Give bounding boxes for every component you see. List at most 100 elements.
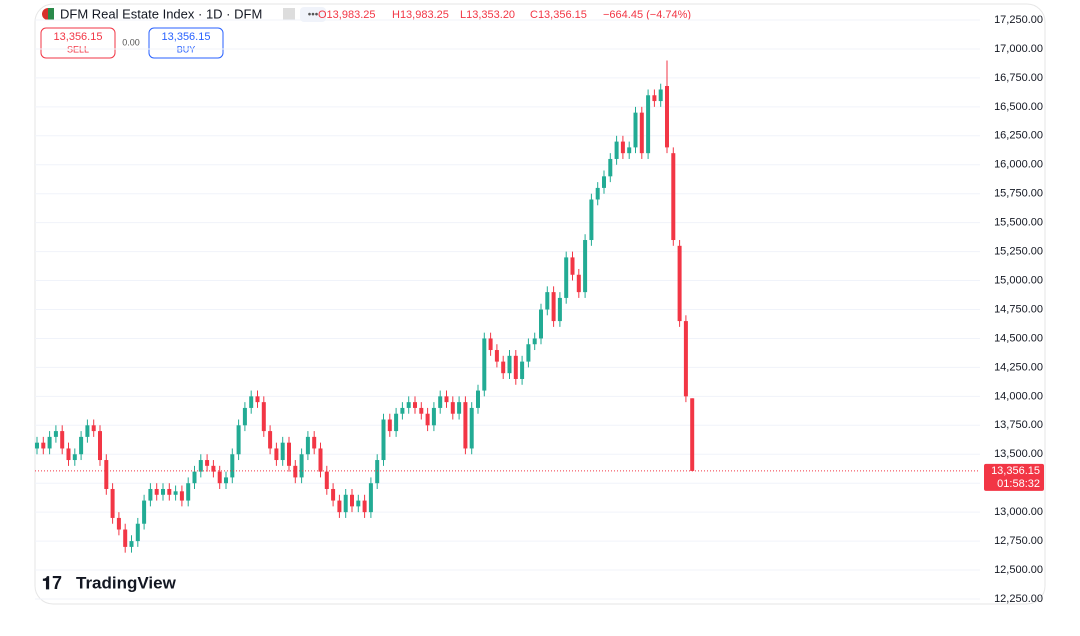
candle-body xyxy=(161,488,165,495)
candle-body xyxy=(41,442,46,449)
candle-body xyxy=(192,471,197,484)
spread: 0.00 xyxy=(122,37,140,47)
y-tick-label: 14,250.00 xyxy=(994,361,1043,373)
candle-body xyxy=(35,442,39,449)
candle-body xyxy=(274,448,279,461)
candle-body xyxy=(324,471,329,489)
eye-icon xyxy=(283,8,295,20)
candle-body xyxy=(98,431,102,461)
y-tick-label: 15,750.00 xyxy=(994,188,1043,200)
candle-body xyxy=(520,361,525,379)
candle-body xyxy=(394,413,399,432)
candle-body xyxy=(488,338,493,351)
candle-body xyxy=(173,491,178,495)
candle-body xyxy=(690,398,695,471)
candle-body xyxy=(658,89,663,102)
candle-body xyxy=(230,454,235,478)
candle-body xyxy=(362,500,367,513)
candle-body xyxy=(652,95,657,102)
candle-body xyxy=(539,309,543,339)
candle-body xyxy=(438,396,443,408)
sell-price: 13,356.15 xyxy=(54,31,103,43)
y-tick-label: 16,000.00 xyxy=(994,159,1043,171)
candle-body xyxy=(583,240,588,293)
candle-body xyxy=(293,465,298,478)
candle-body xyxy=(526,344,531,362)
candle-body xyxy=(60,431,65,449)
card xyxy=(34,3,1046,605)
candle-body xyxy=(476,390,480,408)
candle-body xyxy=(350,494,354,507)
candle-body xyxy=(620,141,625,154)
open-label: O13,983.25 xyxy=(318,9,376,21)
y-tick-label: 17,000.00 xyxy=(994,43,1043,55)
candle-body xyxy=(79,436,84,455)
candle-body xyxy=(268,431,273,449)
more-icon: ••• xyxy=(308,10,319,21)
candle-body xyxy=(236,425,241,455)
candle-body xyxy=(381,419,386,461)
candle-body xyxy=(287,442,291,466)
candle-body xyxy=(614,141,619,159)
candle-body xyxy=(589,199,594,241)
y-tick-label: 14,000.00 xyxy=(994,390,1043,402)
buy-price: 13,356.15 xyxy=(162,31,211,43)
candle-body xyxy=(72,454,77,461)
candle-body xyxy=(551,292,556,322)
candle-body xyxy=(608,158,613,177)
candle-body xyxy=(104,460,109,489)
candle-body xyxy=(564,257,569,298)
candle-body xyxy=(343,494,348,513)
candle-body xyxy=(425,413,430,426)
candle-body xyxy=(85,425,90,437)
candle-body xyxy=(387,419,392,432)
candle-body xyxy=(633,112,638,148)
last-price-box xyxy=(984,463,1044,491)
change-label: −664.45 (−4.74%) xyxy=(603,9,691,21)
y-tick-label: 16,500.00 xyxy=(994,101,1043,113)
candle-body xyxy=(167,488,172,495)
candle-body xyxy=(677,245,682,322)
chart-title: DFM Real Estate Index · 1D · DFM xyxy=(60,6,262,21)
candle-body xyxy=(507,355,512,374)
candle-body xyxy=(627,147,632,154)
candle-body xyxy=(400,407,405,414)
flag-icon xyxy=(48,8,54,20)
more-button[interactable] xyxy=(300,7,326,22)
last-price-label: 13,356.15 xyxy=(991,465,1040,477)
candle-body xyxy=(570,257,575,275)
brand-name: TradingView xyxy=(76,573,177,592)
candle-body xyxy=(116,517,121,530)
candle-body xyxy=(665,86,669,148)
candle-body xyxy=(501,361,506,374)
y-tick-label: 13,750.00 xyxy=(994,419,1043,431)
candle-body xyxy=(261,402,266,432)
candle-body xyxy=(110,488,115,518)
candle-body xyxy=(123,529,128,547)
candle-body xyxy=(331,488,336,501)
candle-body xyxy=(356,500,361,507)
candle-body xyxy=(337,500,342,513)
candle-body xyxy=(135,523,140,542)
candle-body xyxy=(148,488,153,501)
candle-body xyxy=(299,454,304,478)
candle-body xyxy=(494,350,499,362)
buy-button[interactable] xyxy=(148,27,224,59)
candle-body xyxy=(431,407,436,426)
y-tick-label: 14,500.00 xyxy=(994,332,1043,344)
y-tick-label: 12,750.00 xyxy=(994,535,1043,547)
candle-body xyxy=(280,442,285,461)
y-tick-label: 17,250.00 xyxy=(994,14,1043,26)
candle-body xyxy=(671,153,676,241)
candle-body xyxy=(198,460,203,472)
candle-body xyxy=(557,297,562,322)
candle-body xyxy=(683,321,688,397)
candle-body xyxy=(419,407,424,414)
candle-body xyxy=(444,396,449,403)
candle-body xyxy=(576,274,581,293)
sell-button[interactable] xyxy=(40,27,116,59)
y-tick-label: 15,500.00 xyxy=(994,217,1043,229)
candle-body xyxy=(224,477,228,484)
brand-logo: 𝟏7 xyxy=(42,573,62,593)
